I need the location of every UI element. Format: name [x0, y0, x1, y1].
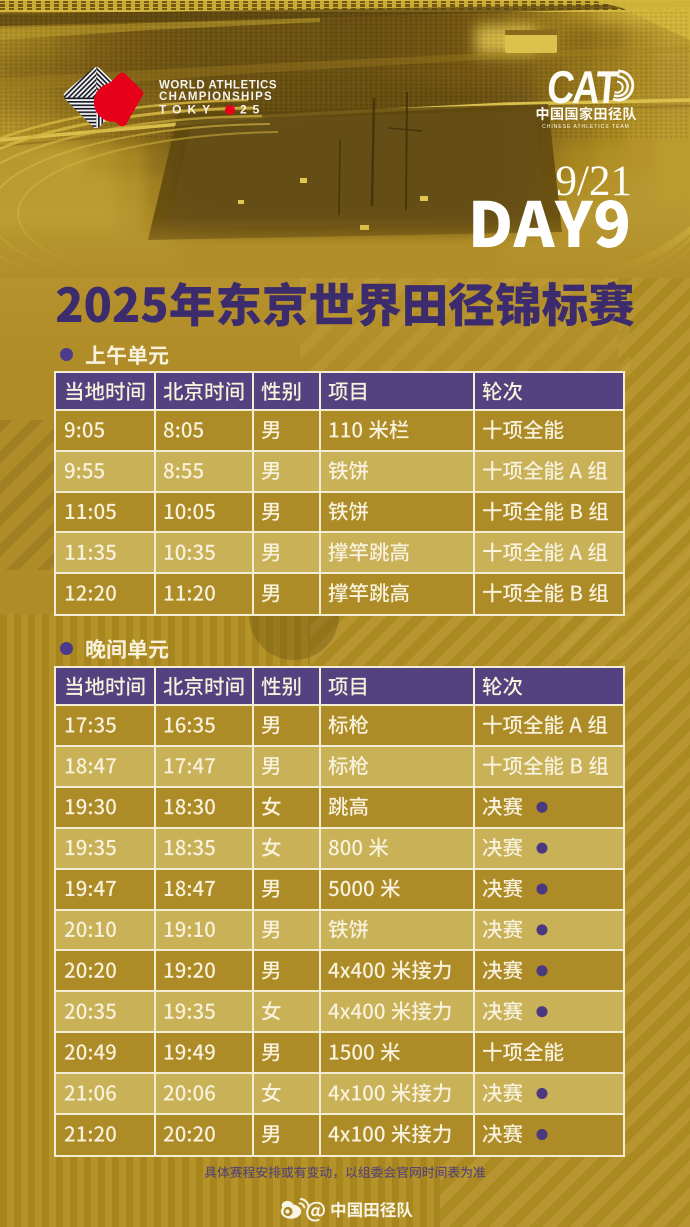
svg-text:TOKY: TOKY — [159, 103, 216, 117]
svg-text:CHAMPIONSHIPS: CHAMPIONSHIPS — [159, 91, 273, 103]
svg-text:CAT: CAT — [545, 62, 621, 113]
svg-text:25: 25 — [240, 103, 265, 117]
svg-text:WORLD ATHLETICS: WORLD ATHLETICS — [159, 80, 277, 92]
svg-text:CHINESE ATHLETICS TEAM: CHINESE ATHLETICS TEAM — [542, 124, 630, 130]
svg-text:9/21: 9/21 — [556, 158, 632, 205]
